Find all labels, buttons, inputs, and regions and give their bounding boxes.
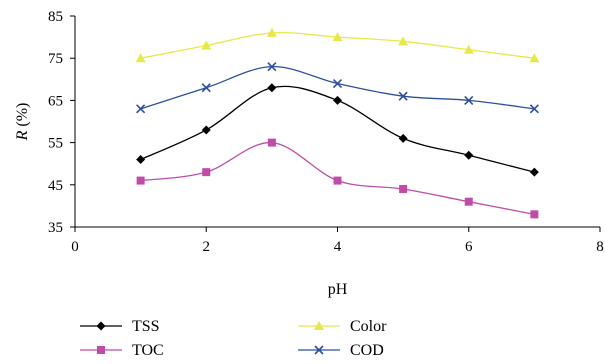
y-axis-title: R (%) [14, 103, 31, 142]
legend-marker [314, 345, 324, 355]
series-tss [136, 83, 539, 177]
data-point-tss [464, 150, 474, 160]
y-tick-label: 85 [48, 9, 63, 25]
legend-marker [96, 321, 106, 331]
data-point-cod [136, 104, 146, 114]
legend-label: COD [350, 342, 384, 359]
data-point-toc [333, 176, 342, 185]
data-point-color [463, 44, 474, 54]
legend-label: TOC [132, 342, 164, 359]
series-layer [135, 27, 540, 219]
series-cod [136, 62, 539, 114]
legend-item-color: Color [298, 318, 387, 335]
x-axis-title: pH [328, 281, 348, 298]
data-point-color [135, 53, 146, 63]
data-point-toc [267, 138, 276, 147]
series-color [135, 27, 540, 63]
y-tick-label: 65 [48, 93, 63, 109]
data-point-tss [201, 125, 211, 135]
y-axis-title-variable: R [14, 130, 31, 141]
y-axis-ticks: 35 45 55 65 75 85 [48, 9, 75, 236]
data-point-cod [529, 104, 539, 114]
legend-label: Color [350, 318, 387, 335]
data-point-color [266, 27, 277, 37]
data-point-tss [333, 95, 342, 105]
legend-marker [314, 321, 324, 330]
data-point-cod [267, 62, 277, 72]
series-toc [136, 138, 539, 219]
y-axis-title-unit: (%) [14, 103, 31, 131]
y-tick-label: 35 [48, 220, 63, 236]
legend: TSS TOC Color COD [80, 318, 387, 359]
y-tick-label: 45 [48, 178, 63, 194]
data-point-cod [332, 78, 343, 89]
x-tick-label: 4 [334, 239, 342, 255]
y-tick-label: 55 [48, 136, 63, 152]
x-tick-label: 6 [465, 239, 473, 255]
data-point-toc [399, 185, 408, 194]
legend-item-tss: TSS [80, 318, 160, 335]
axes: 0 2 4 6 8 35 45 55 65 75 85 [48, 9, 604, 255]
data-point-cod [398, 91, 408, 101]
data-point-toc [202, 168, 211, 177]
data-point-tss [267, 83, 277, 93]
data-point-color [529, 53, 540, 63]
data-point-cod [201, 83, 211, 93]
y-tick-label: 75 [48, 51, 63, 67]
data-point-tss [136, 154, 146, 164]
data-point-toc [530, 210, 539, 219]
data-point-toc [464, 197, 473, 206]
data-point-tss [398, 133, 408, 143]
data-point-tss [529, 167, 539, 177]
x-tick-label: 2 [203, 239, 211, 255]
data-point-cod [464, 95, 474, 105]
data-point-color [201, 40, 212, 50]
x-tick-label: 0 [71, 239, 79, 255]
legend-item-cod: COD [298, 342, 384, 359]
legend-item-toc: TOC [80, 342, 164, 359]
x-tick-label: 8 [596, 239, 604, 255]
data-point-color [398, 36, 409, 46]
legend-marker [97, 346, 105, 354]
data-point-color [332, 32, 343, 42]
legend-label: TSS [132, 318, 160, 335]
x-axis-ticks: 0 2 4 6 8 [71, 227, 604, 255]
data-point-toc [136, 176, 145, 185]
